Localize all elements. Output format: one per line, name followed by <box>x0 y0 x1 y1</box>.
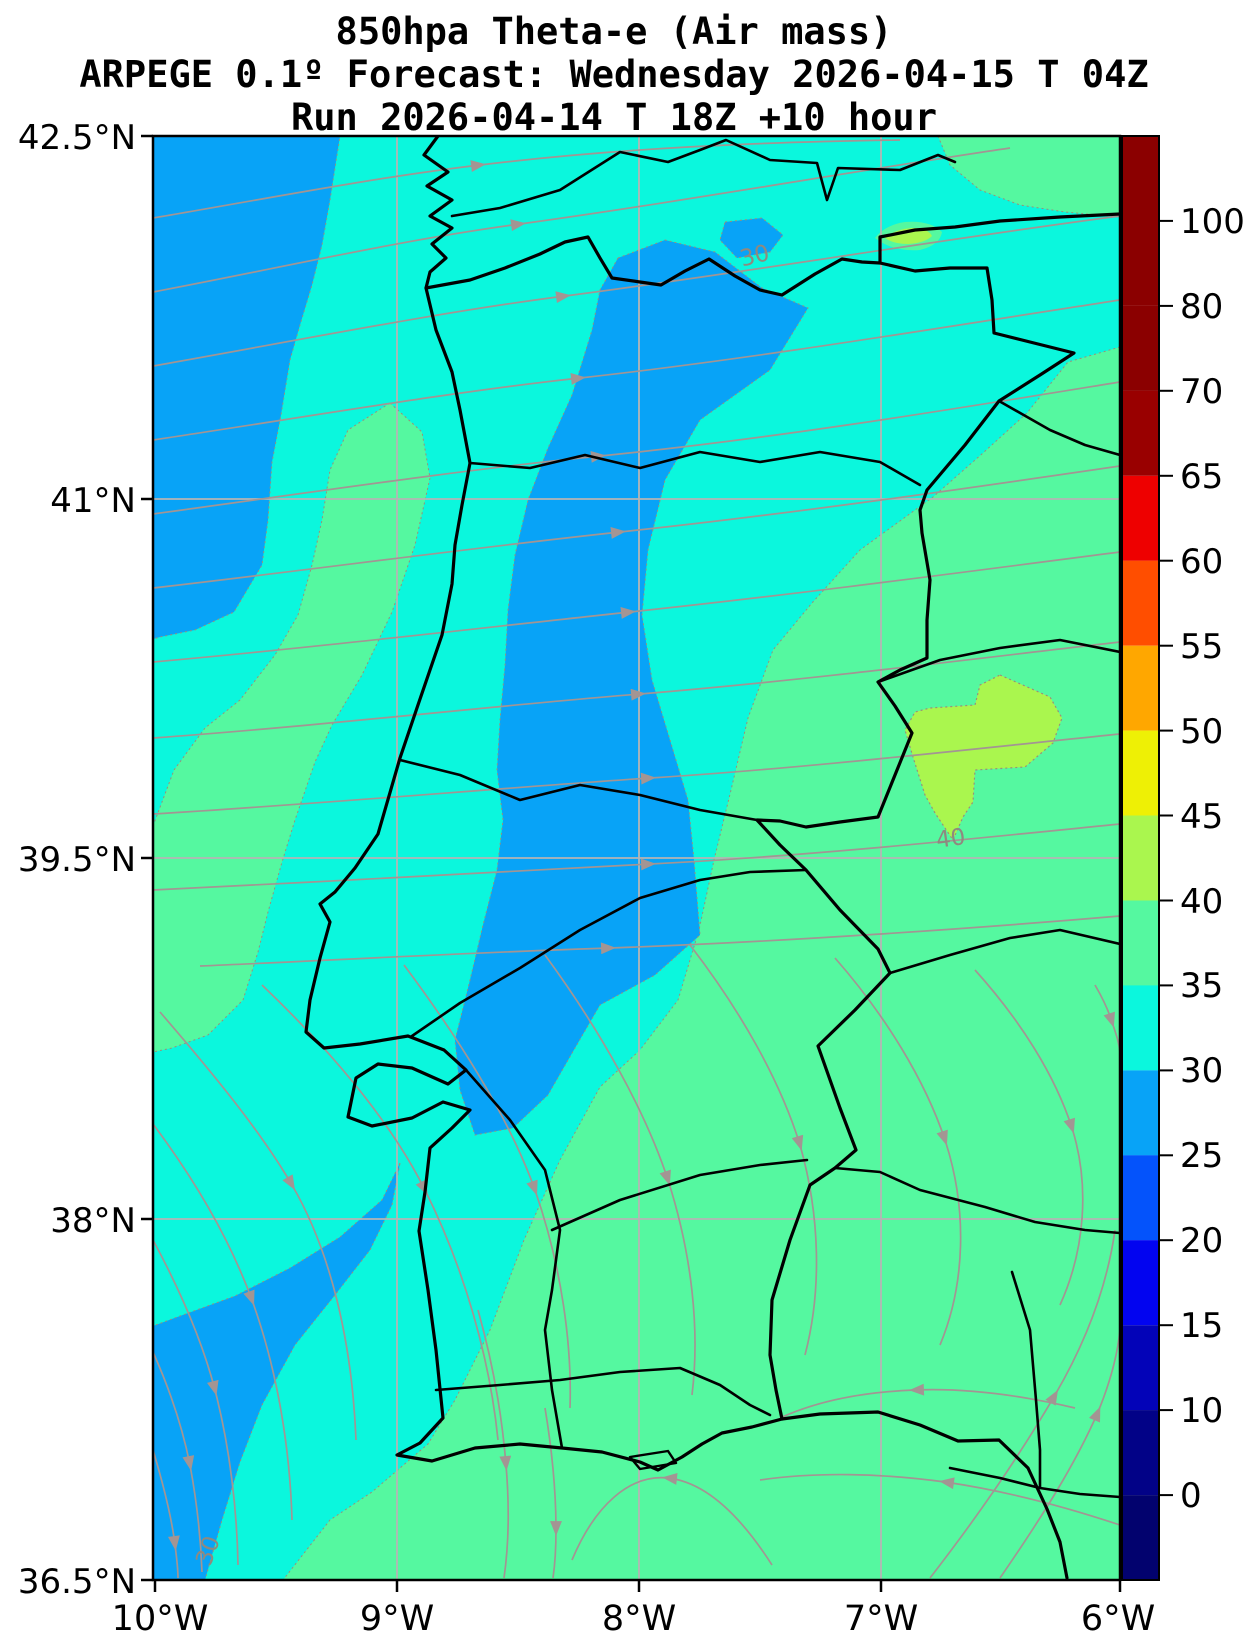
lat-tick-42-5n: 42.5°N <box>18 118 136 158</box>
svg-text:0: 0 <box>1180 1476 1202 1516</box>
colorbar-frame <box>1121 135 1160 1581</box>
grid-lines <box>153 136 1120 1580</box>
svg-text:60: 60 <box>1180 542 1223 582</box>
contour-label-40: 40 <box>934 824 967 854</box>
border-district-algarve <box>434 1366 772 1417</box>
colorbar-cells <box>1122 136 1159 1581</box>
border-portugal-spain-east <box>755 261 1076 1421</box>
lat-tick-41n: 41°N <box>50 481 136 521</box>
border-spain-huelva-sevilla <box>1010 1270 1042 1489</box>
svg-text:100: 100 <box>1180 202 1245 242</box>
plot-subtitle-forecast: ARPEGE 0.1º Forecast: Wednesday 2026-04-… <box>79 53 1149 96</box>
lon-tick-8w: 8°W <box>602 1599 676 1639</box>
border-district-tejo <box>410 868 808 1038</box>
region-yellowgreen-main <box>904 674 1063 842</box>
svg-text:70: 70 <box>1180 372 1223 412</box>
svg-text:45: 45 <box>1180 797 1223 837</box>
longitude-axis: 10°W 9°W 8°W 7°W 6°W <box>112 1580 1155 1639</box>
region-blue-southwest-band <box>153 1162 401 1580</box>
svg-text:50: 50 <box>1180 712 1223 752</box>
border-spain-zamora-salamanca <box>997 399 1120 457</box>
coastlines-and-borders <box>304 136 1120 1580</box>
svg-text:55: 55 <box>1180 627 1223 667</box>
lon-tick-9w: 9°W <box>360 1599 434 1639</box>
border-portugal-spain-north <box>424 212 1120 297</box>
region-yellowgreen-sliver <box>885 228 932 244</box>
latitude-axis: 42.5°N 41°N 39.5°N 38°N 36.5°N <box>18 118 153 1602</box>
streamlines <box>153 139 1120 1579</box>
svg-text:25: 25 <box>1180 1136 1223 1176</box>
colorbar-ticks <box>1159 219 1173 1497</box>
border-spain-caceres-north <box>876 638 1120 684</box>
svg-text:30: 30 <box>1180 1051 1223 1091</box>
region-green-northeast <box>937 136 1120 218</box>
svg-text:35: 35 <box>1180 966 1223 1006</box>
colorbar: 100 80 70 65 60 55 50 45 40 35 30 25 20 … <box>1121 135 1245 1581</box>
colorbar-labels: 100 80 70 65 60 55 50 45 40 35 30 25 20 … <box>1180 202 1245 1516</box>
border-galicia-north <box>450 138 957 218</box>
border-district-douro <box>468 450 922 487</box>
lon-tick-10w: 10°W <box>112 1599 209 1639</box>
coastline-iberia-west <box>304 136 1069 1580</box>
region-green-east <box>282 346 1120 1580</box>
svg-text:80: 80 <box>1180 287 1223 327</box>
region-blue-northwest-wedge <box>153 136 341 640</box>
lat-tick-38n: 38°N <box>50 1201 136 1241</box>
svg-text:15: 15 <box>1180 1306 1223 1346</box>
border-district-evora-beja <box>550 1158 809 1232</box>
svg-text:20: 20 <box>1180 1221 1223 1261</box>
lon-tick-7w: 7°W <box>844 1599 918 1639</box>
lat-tick-39-5n: 39.5°N <box>18 840 136 880</box>
plot-title: 850hpa Theta-e (Air mass) <box>335 10 893 53</box>
lat-tick-36-5n: 36.5°N <box>18 1562 136 1602</box>
border-spain-south <box>948 1466 1120 1499</box>
plot-subtitle-run: Run 2026-04-14 T 18Z +10 hour <box>290 96 937 139</box>
border-spain-caceres-badajoz <box>888 928 1120 975</box>
lon-tick-6w: 6°W <box>1081 1599 1155 1639</box>
svg-text:40: 40 <box>1180 882 1223 922</box>
region-green-atlantic-band <box>153 402 431 1053</box>
coastline-ria-formosa <box>628 1449 678 1471</box>
border-spain-badajoz-huelva <box>833 1166 1120 1235</box>
border-district-central <box>398 758 759 822</box>
svg-text:10: 10 <box>1180 1391 1223 1431</box>
svg-text:65: 65 <box>1180 457 1223 497</box>
region-blue-small-patch <box>719 217 784 259</box>
